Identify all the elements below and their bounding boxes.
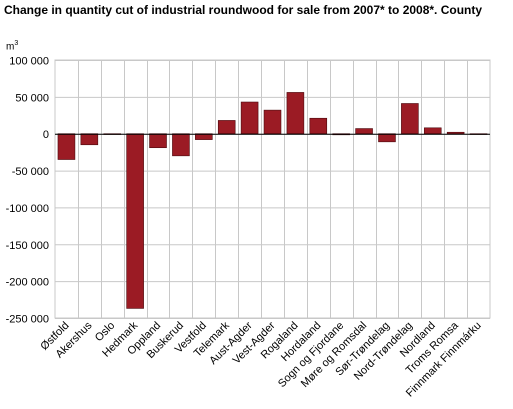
chart-title: Change in quantity cut of industrial rou… [4, 3, 483, 17]
bar [126, 133, 144, 309]
bar [286, 92, 305, 135]
y-tick-label: -50 000 [12, 166, 49, 178]
y-tick-label: 50 000 [15, 92, 49, 104]
y-tick-label: 0 [43, 129, 49, 141]
unit-exponent: 3 [14, 40, 19, 47]
bar [217, 120, 236, 135]
bar [378, 133, 396, 143]
y-tick-label: -200 000 [6, 277, 49, 289]
bar [423, 127, 442, 135]
y-tick-label: -100 000 [6, 203, 49, 215]
bar [446, 131, 465, 135]
bar [80, 133, 99, 146]
bar [401, 103, 419, 135]
unit-base: m [6, 41, 15, 53]
y-tick-label: -150 000 [6, 240, 49, 252]
y-axis-unit: m3 [6, 40, 18, 52]
y-tick-label: -250 000 [6, 314, 49, 326]
bar [240, 101, 259, 135]
bar [172, 133, 190, 157]
bar [309, 117, 328, 135]
bar [355, 128, 373, 135]
plot-frame [54, 59, 491, 319]
bar [57, 133, 76, 160]
y-tick-label: 100 000 [9, 56, 49, 68]
bar [149, 133, 167, 149]
bar [263, 109, 282, 135]
